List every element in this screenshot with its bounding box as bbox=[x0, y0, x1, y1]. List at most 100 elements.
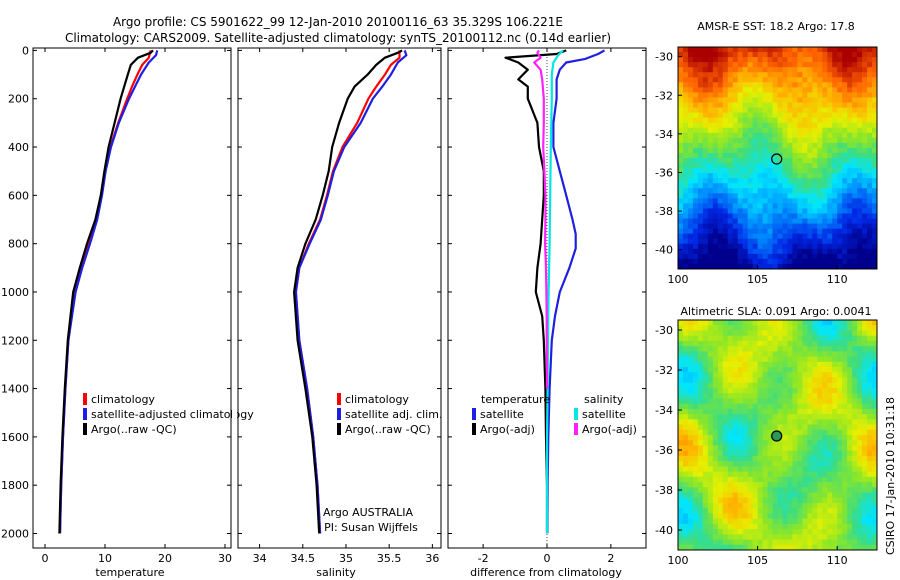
map-cell bbox=[712, 168, 719, 174]
map-cell bbox=[827, 544, 833, 551]
map-cell bbox=[832, 461, 838, 467]
map-cell bbox=[777, 346, 783, 352]
map-cell bbox=[817, 361, 823, 368]
map-cell bbox=[697, 107, 704, 113]
map-cell bbox=[737, 455, 744, 462]
map-cell bbox=[862, 492, 868, 499]
map-cell bbox=[687, 193, 694, 199]
map-cell bbox=[767, 471, 773, 478]
map-cell bbox=[702, 408, 709, 415]
map-cell bbox=[762, 445, 768, 452]
map-cell bbox=[702, 198, 709, 204]
map-cell bbox=[797, 248, 803, 255]
map-cell bbox=[678, 461, 684, 467]
map-cell bbox=[697, 117, 704, 124]
map-cell bbox=[797, 107, 803, 113]
map-cell bbox=[862, 367, 868, 373]
map-cell bbox=[697, 183, 704, 189]
map-cell bbox=[722, 356, 729, 363]
map-cell bbox=[742, 518, 749, 525]
map-cell bbox=[747, 356, 754, 363]
map-cell bbox=[847, 414, 853, 420]
map-cell bbox=[782, 471, 788, 478]
map-cell bbox=[737, 72, 744, 78]
side-stamp: CSIRO 17-Jan-2010 10:31:18 bbox=[884, 397, 897, 555]
map-cell bbox=[737, 82, 744, 88]
map-cell bbox=[732, 57, 739, 63]
map-cell bbox=[757, 466, 763, 472]
map-cell bbox=[678, 117, 684, 124]
map-cell bbox=[732, 482, 739, 488]
map-cell bbox=[682, 243, 689, 250]
map-cell bbox=[707, 502, 714, 509]
map-cell bbox=[697, 351, 704, 357]
map-cell bbox=[807, 534, 813, 540]
map-cell bbox=[752, 461, 759, 467]
map-cell bbox=[807, 213, 813, 219]
map-cell bbox=[857, 544, 863, 551]
map-cell bbox=[727, 97, 734, 103]
map-cell bbox=[702, 142, 709, 149]
map-cell bbox=[747, 330, 754, 337]
map-cell bbox=[817, 67, 823, 73]
map-cell bbox=[757, 529, 763, 535]
map-cell bbox=[727, 471, 734, 478]
map-cell bbox=[687, 455, 694, 462]
map-cell bbox=[772, 57, 778, 63]
legend-group-title: salinity bbox=[584, 393, 624, 406]
map-cell bbox=[702, 487, 709, 493]
map-cell bbox=[812, 539, 818, 546]
map-cell bbox=[702, 203, 709, 209]
map-cell bbox=[852, 398, 858, 405]
map-cell bbox=[757, 372, 763, 378]
map-cell bbox=[817, 263, 823, 270]
map-cell bbox=[722, 435, 729, 441]
map-cell bbox=[747, 367, 754, 373]
map-cell bbox=[752, 361, 759, 368]
map-cell bbox=[692, 163, 699, 169]
map-cell bbox=[772, 208, 778, 214]
map-cell bbox=[782, 539, 788, 546]
map-cell bbox=[722, 193, 729, 199]
map-cell bbox=[707, 403, 714, 410]
y-tick-label: -38 bbox=[655, 484, 673, 497]
map-cell bbox=[862, 419, 868, 425]
map-cell bbox=[702, 502, 709, 509]
map-cell bbox=[692, 523, 699, 530]
map-cell bbox=[822, 52, 828, 58]
map-cell bbox=[697, 377, 704, 384]
map-cell bbox=[742, 258, 749, 265]
map-cell bbox=[832, 482, 838, 488]
series-line-argo-raw-qc bbox=[293, 49, 403, 534]
map-cell bbox=[712, 513, 719, 520]
map-cell bbox=[717, 455, 724, 462]
map-cell bbox=[707, 223, 714, 230]
map-cell bbox=[717, 158, 724, 164]
map-cell bbox=[842, 92, 848, 98]
map-cell bbox=[782, 534, 788, 540]
map-cell bbox=[702, 455, 709, 462]
map-cell bbox=[697, 158, 704, 164]
map-cell bbox=[722, 440, 729, 446]
map-cell bbox=[732, 372, 739, 378]
map-cell bbox=[732, 382, 739, 389]
map-cell bbox=[827, 97, 833, 103]
map-cell bbox=[872, 487, 878, 493]
map-cell bbox=[777, 132, 783, 139]
map-frame bbox=[677, 46, 878, 270]
map-cell bbox=[772, 67, 778, 73]
map-cell bbox=[707, 163, 714, 169]
map-cell bbox=[782, 112, 788, 119]
map-cell bbox=[702, 476, 709, 483]
y-tick-label: 2000 bbox=[1, 528, 29, 541]
map-cell bbox=[832, 398, 838, 405]
salinity-panel bbox=[237, 47, 442, 549]
map-cell bbox=[727, 163, 734, 169]
map-cell bbox=[817, 398, 823, 405]
map-cell bbox=[862, 523, 868, 530]
map-cell bbox=[772, 377, 778, 384]
map-cell bbox=[792, 361, 798, 368]
map-cell bbox=[727, 258, 734, 265]
map-cell bbox=[807, 482, 813, 488]
map-cell bbox=[682, 102, 689, 108]
